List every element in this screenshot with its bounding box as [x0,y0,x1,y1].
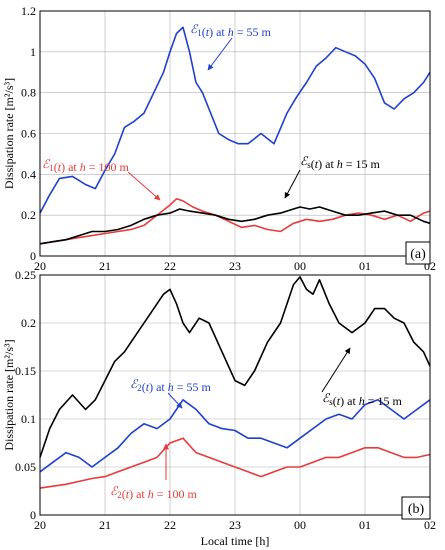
x-tick-label: 01 [359,259,371,273]
annotation-label: ℰ1(t) at h = 100 m [42,157,130,174]
x-tick-label: 21 [99,518,111,532]
y-tick-label: 0.1 [21,412,36,426]
annotation-label: ℰs(t) at h = 15 m [322,391,403,408]
y-axis-label: Dissipation rate [m²/s³] [2,339,16,450]
x-tick-label: 21 [99,259,111,273]
annotation-arrow [127,171,161,201]
series-line-2 [39,206,431,245]
x-axis-label: Local time [h] [201,534,270,548]
panel-label-box [401,496,431,520]
y-tick-label: 0.05 [15,460,36,474]
annotation-label: ℰ1(t) at h = 55 m [190,22,272,39]
y-tick-label: 0 [30,249,36,263]
y-tick-label: 0.4 [21,167,36,181]
y-axis-label: Dissipation rate [m²/s³] [2,78,16,189]
y-tick-label: 1.2 [21,4,36,18]
series-line-1 [39,398,431,473]
plot-frame [39,274,431,516]
annotation-arrow [321,347,351,393]
y-tick-label: 0 [30,508,36,522]
x-tick-label: 22 [164,518,176,532]
y-tick-label: 0.15 [15,364,36,378]
panel-label: (b) [408,502,425,517]
y-tick-label: 0.8 [21,86,36,100]
annotation-label: ℰ2(t) at h = 100 m [110,484,198,501]
x-tick-label: 20 [34,259,46,273]
plot-frame [39,10,431,257]
panel-a: 00.20.40.60.811.220 21 22 23 00 01 02Dissipati… [2,4,436,273]
x-tick-label: 20 [34,518,46,532]
panel-b: 0 0.05 0.1 0.15 0.2 0.25 20 21 22 23 00 01 02 Dissipa… [2,268,436,548]
annotation-arrow [167,392,183,409]
panel-label: (a) [410,247,426,262]
annotation-label: ℰs(t) at h = 15 m [300,154,381,171]
series-line-0 [39,276,431,458]
annotation-label: ℰ2(t) at h = 55 m [130,377,212,394]
x-tick-label: 23 [229,259,241,273]
annotation-arrow [207,37,233,71]
x-tick-label: 02 [424,518,436,532]
series-line-2 [39,437,431,489]
y-tick-label: 0.25 [15,268,36,282]
y-tick-label: 0.2 [21,316,36,330]
series-line-0 [39,26,431,214]
x-tick-label: 22 [164,259,176,273]
x-tick-label: 00 [294,259,306,273]
y-tick-label: 0.6 [21,127,36,141]
annotation-arrow [284,169,301,199]
x-tick-label: 23 [229,518,241,532]
x-tick-label: 00 [294,518,306,532]
y-tick-label: 0.2 [21,208,36,222]
x-tick-label: 01 [359,518,371,532]
y-tick-label: 1 [30,45,36,59]
panel-label-box [405,241,431,265]
